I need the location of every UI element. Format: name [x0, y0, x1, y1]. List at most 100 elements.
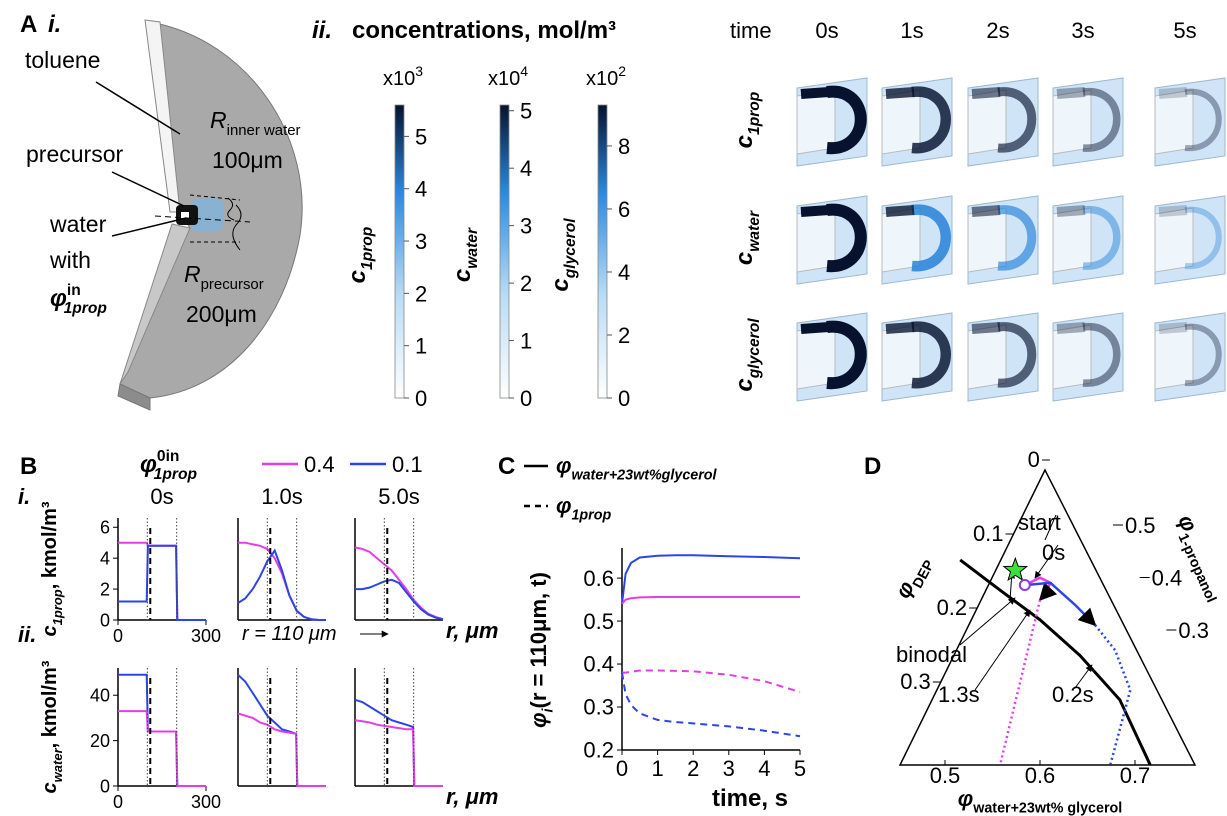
- text-part: R: [210, 107, 227, 133]
- snapshot-shape: [800, 322, 830, 334]
- text-part: 1prop: [359, 226, 376, 270]
- label: Rinner water: [210, 107, 301, 139]
- text-part: 1prop: [746, 91, 763, 135]
- series-line: [237, 548, 326, 621]
- panel-label: A: [20, 11, 37, 38]
- colorbar-multiplier: x102: [586, 63, 626, 90]
- y-tick-label: 6: [100, 518, 110, 538]
- x-tick-label: 0: [113, 626, 123, 646]
- tick-label: 2: [415, 281, 427, 306]
- tick-label: 0.6: [1025, 763, 1056, 788]
- y-axis-label: φi(r = 110μm, t): [526, 572, 557, 728]
- text-part: c: [39, 625, 61, 636]
- annotation: 0s: [1042, 540, 1065, 565]
- legend-title: φ0in 1prop: [140, 448, 197, 483]
- tick-label: 0.1: [973, 521, 1004, 546]
- x-tick-label: 3: [723, 756, 735, 781]
- text-part: c: [731, 378, 758, 391]
- snapshot-shape: [1154, 89, 1194, 155]
- tick-label: 0.3: [1178, 618, 1209, 643]
- annotation: 1.3s: [938, 682, 980, 707]
- tick-label: 0.5: [930, 763, 961, 788]
- subpanel-label: i.: [48, 11, 61, 38]
- y-tick-label: 20: [90, 731, 110, 751]
- snapshot: [967, 312, 1039, 402]
- snapshot: [1052, 195, 1124, 285]
- start-marker: [1018, 579, 1031, 592]
- text-part: c: [449, 269, 476, 282]
- series-line: [621, 554, 801, 605]
- chart-title: 5.0s: [378, 484, 420, 509]
- text-part: 1prop: [64, 300, 108, 317]
- tick-label: 0: [520, 386, 532, 411]
- star-marker: [1002, 556, 1029, 582]
- snapshot-shape: [997, 205, 1037, 271]
- y-tick-label: 0: [100, 776, 110, 796]
- x-tick-label: 300: [191, 792, 221, 812]
- series-line: [237, 674, 326, 787]
- x-tick-label: 1: [651, 756, 663, 781]
- tick-label: 8: [618, 134, 630, 159]
- tick-label: 5: [520, 99, 532, 124]
- series-line: [118, 544, 206, 621]
- series-line: [622, 669, 801, 693]
- tick-label: 0.4: [1152, 566, 1183, 591]
- tick-label: 5: [415, 124, 427, 149]
- snapshot: [796, 195, 868, 285]
- row-label: i.: [18, 484, 30, 509]
- colorbar: [499, 104, 510, 399]
- snapshot-shape: [800, 87, 830, 99]
- panel-label: B: [20, 453, 37, 480]
- text-part: c: [731, 135, 758, 148]
- colorbar: [394, 104, 405, 399]
- trajectory: [1024, 581, 1097, 627]
- series-line: [354, 698, 443, 787]
- snapshot-shape: [1184, 88, 1222, 152]
- snapshot-shape: [885, 205, 915, 217]
- chart-title: 1.0s: [261, 484, 303, 509]
- tick-label: 1: [415, 334, 427, 359]
- text-part: 1prop: [154, 466, 198, 483]
- label: φin 1prop: [50, 282, 107, 317]
- colorbar-multiplier: x103: [383, 63, 423, 90]
- colorbar-multiplier: x104: [488, 63, 528, 90]
- panel-label: C: [498, 453, 515, 480]
- snapshot-shape: [826, 85, 867, 155]
- snapshot-shape: [1052, 207, 1092, 273]
- row-label: cglycerol: [731, 318, 763, 392]
- text-part: , kmol/m³: [39, 660, 61, 748]
- snapshot: [1052, 312, 1124, 402]
- snapshot-shape: [885, 87, 915, 99]
- text-part: 4: [520, 63, 528, 79]
- y-tick-label: 0.3: [583, 695, 614, 720]
- text-part: 2: [618, 63, 626, 79]
- snapshot-shape: [971, 322, 1001, 334]
- time-label: 0s: [815, 18, 838, 43]
- text-part: 1prop: [571, 508, 611, 524]
- trajectory: [959, 558, 1152, 766]
- text-part: water: [464, 227, 481, 269]
- label: with: [49, 247, 91, 273]
- annotation: 0.2s: [1052, 682, 1094, 707]
- tick-label: 1: [520, 329, 532, 354]
- snapshot-shape: [1052, 89, 1092, 155]
- series-line: [238, 541, 326, 621]
- series-line: [354, 719, 443, 787]
- x-tick-label: 300: [191, 626, 221, 646]
- annotation: binodal: [896, 642, 967, 667]
- text-part: x10: [586, 68, 618, 90]
- snapshot-shape: [1056, 87, 1086, 99]
- snapshot: [1154, 312, 1226, 402]
- tick-label: 3: [415, 229, 427, 254]
- legend-label: 0.1: [392, 452, 423, 477]
- tick-label: 4: [415, 177, 427, 202]
- series-line: [118, 710, 206, 787]
- chart-title: 0s: [150, 484, 173, 509]
- series-line: [355, 578, 444, 621]
- label: toluene: [25, 47, 100, 73]
- row-label: c1prop: [731, 91, 763, 148]
- snapshot-shape: [1052, 324, 1092, 390]
- colorbar-label: c1prop: [344, 226, 376, 283]
- text-part: φ: [50, 285, 67, 312]
